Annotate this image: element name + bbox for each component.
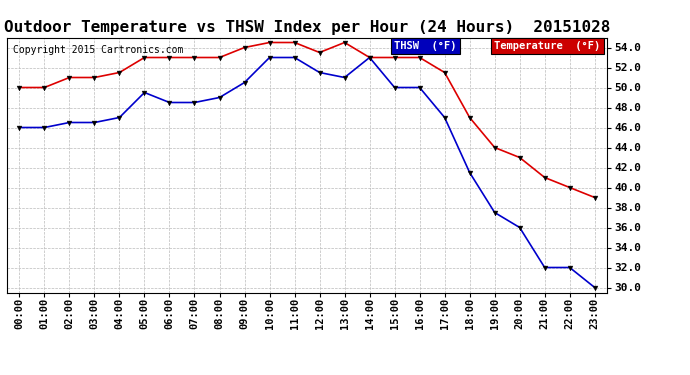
Text: Copyright 2015 Cartronics.com: Copyright 2015 Cartronics.com bbox=[13, 45, 184, 55]
Title: Outdoor Temperature vs THSW Index per Hour (24 Hours)  20151028: Outdoor Temperature vs THSW Index per Ho… bbox=[4, 20, 610, 35]
Text: Temperature  (°F): Temperature (°F) bbox=[494, 41, 600, 51]
Text: THSW  (°F): THSW (°F) bbox=[394, 41, 457, 51]
